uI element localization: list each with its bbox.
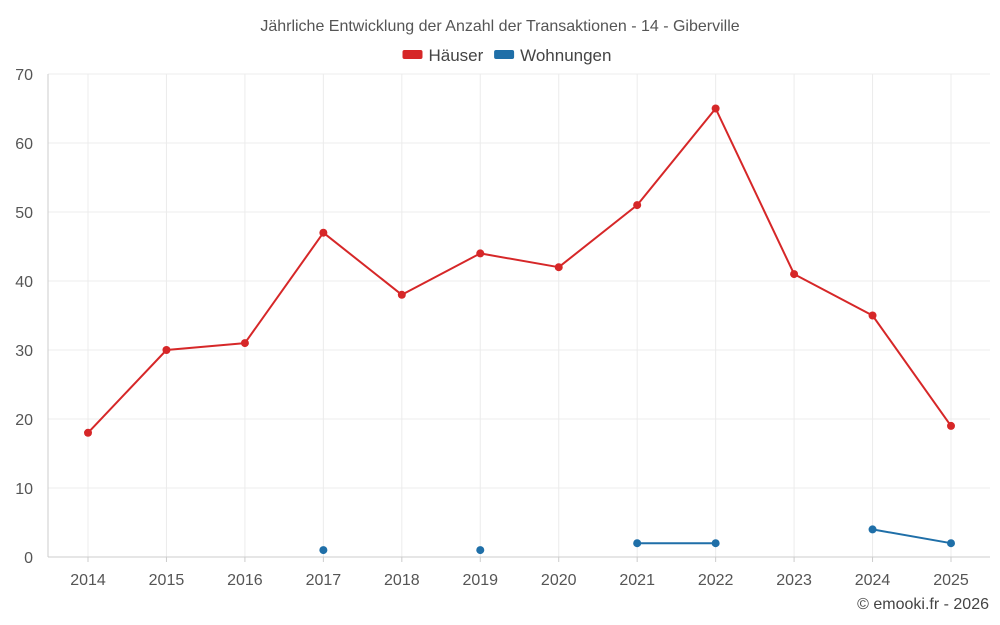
series-line-segment (714, 107, 796, 276)
data-point (476, 249, 485, 258)
x-tick-label: 2025 (933, 572, 969, 589)
data-point (162, 346, 171, 354)
series-line-segment (400, 252, 482, 296)
data-point (868, 525, 877, 534)
series-line-segment (87, 349, 168, 434)
series-line-segment (871, 528, 952, 545)
y-tick-label: 10 (15, 481, 33, 498)
legend-swatch (494, 50, 515, 59)
y-tick-label: 20 (15, 412, 33, 429)
credit-text: © emooki.fr - 2026 (857, 596, 989, 613)
series-line-segment (322, 231, 403, 296)
series-line-segment (479, 252, 560, 269)
x-tick-label: 2018 (384, 572, 420, 589)
series-line-segment (636, 107, 717, 207)
x-tick-label: 2021 (619, 572, 655, 589)
x-tick-label: 2014 (70, 572, 106, 589)
y-tick-label: 0 (24, 550, 33, 567)
series-wohnungen (319, 525, 955, 555)
data-point (397, 290, 406, 299)
data-point (240, 339, 249, 348)
y-axis: 0 10 20 30 40 50 60 70 (15, 67, 49, 567)
y-tick-label: 50 (15, 205, 33, 222)
x-tick-label: 2023 (776, 572, 812, 589)
grid-lines (48, 73, 990, 557)
legend-item: Häuser (402, 46, 484, 65)
y-tick-label: 30 (15, 343, 33, 360)
data-point (790, 270, 799, 279)
legend-swatch (402, 50, 423, 59)
y-tick-label: 40 (15, 274, 33, 291)
data-point (947, 539, 955, 548)
x-tick-label: 2022 (698, 572, 734, 589)
y-tick-label: 70 (15, 67, 33, 84)
x-axis: 2014 2015 2016 2017 2018 2019 2020 2021 2022 2023… (48, 556, 990, 589)
legend-label: Wohnungen (520, 46, 611, 65)
x-tick-label: 2016 (227, 572, 263, 589)
series-haeuser (84, 104, 955, 437)
x-tick-label: 2017 (306, 572, 342, 589)
legend: Häuser Wohnungen (402, 46, 611, 65)
data-point (319, 228, 328, 237)
series-line-segment (871, 314, 952, 427)
data-point (868, 311, 877, 320)
data-point (633, 539, 642, 548)
series-line-segment (793, 273, 874, 317)
legend-label: Häuser (429, 46, 484, 65)
x-tick-label: 2015 (149, 572, 185, 589)
x-tick-label: 2020 (541, 572, 577, 589)
data-point (84, 428, 92, 437)
data-point (476, 546, 485, 555)
x-tick-label: 2024 (855, 572, 891, 589)
data-point (554, 263, 563, 272)
x-tick-label: 2019 (462, 572, 498, 589)
series-line-segment (557, 204, 639, 269)
data-point (711, 104, 720, 113)
y-tick-label: 60 (15, 136, 33, 153)
series-group (84, 104, 955, 555)
series-line-segment (243, 231, 325, 345)
chart-title: Jährliche Entwicklung der Anzahl der Tra… (260, 18, 739, 35)
data-point (319, 546, 328, 555)
legend-item: Wohnungen (494, 46, 611, 65)
series-line-segment (165, 342, 246, 351)
data-point (947, 421, 955, 430)
data-point (711, 539, 720, 548)
data-point (633, 201, 642, 210)
